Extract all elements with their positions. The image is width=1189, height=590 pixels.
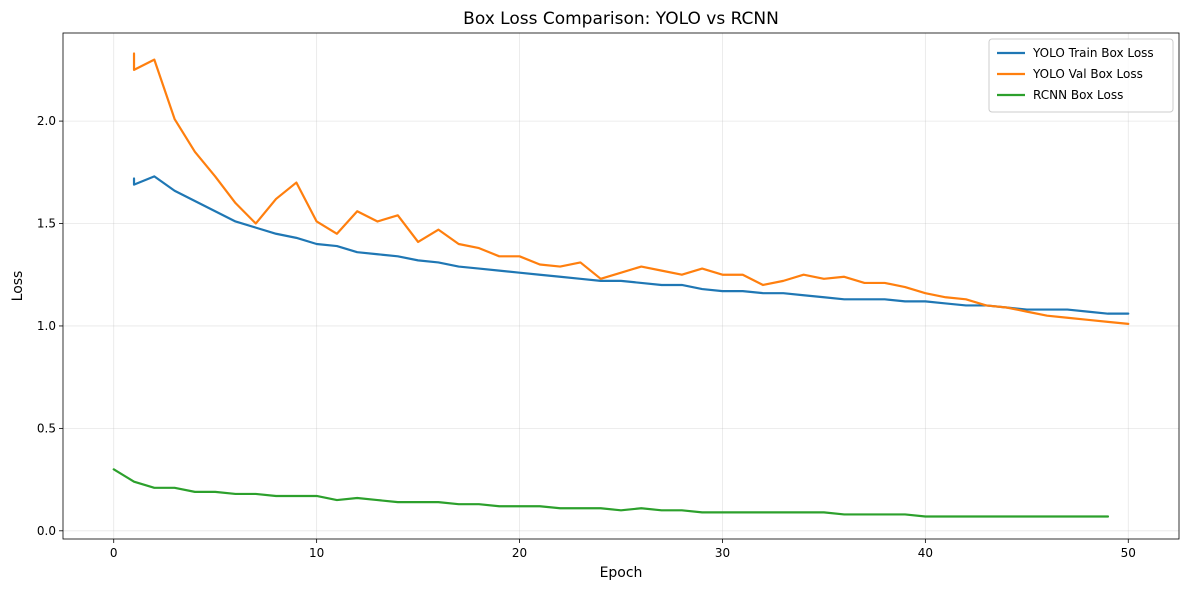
grid: [63, 33, 1179, 539]
x-axis: 0 10 20 30 40 50: [110, 539, 1136, 560]
y-tick-label: 1.5: [37, 217, 56, 231]
x-tick-label: 10: [309, 546, 324, 560]
x-tick-label: 0: [110, 546, 118, 560]
x-tick-label: 40: [918, 546, 933, 560]
x-axis-label: Epoch: [600, 565, 643, 581]
series-line-2: [132, 52, 1130, 325]
x-tick-label: 50: [1121, 546, 1136, 560]
y-axis-label: Loss: [10, 271, 26, 302]
y-tick-label: 2.0: [37, 114, 56, 128]
legend-box: [988, 38, 1174, 113]
legend: YOLO Train Box Loss YOLO Val Box Loss RCNN…: [988, 38, 1174, 113]
y-tick-label: 0.0: [37, 524, 56, 538]
y-axis: 0.0 0.5 1.0 1.5 2.0: [37, 114, 63, 538]
legend-label: YOLO Train Box Loss: [1032, 46, 1154, 60]
legend-label: YOLO Val Box Loss: [1032, 67, 1143, 81]
series-line-1: [132, 175, 1130, 315]
x-tick-label: 20: [512, 546, 527, 560]
series-layer: [112, 52, 1130, 518]
y-tick-label: 0.5: [37, 421, 56, 435]
plot-frame: [62, 32, 1180, 540]
y-tick-label: 1.0: [37, 319, 56, 333]
x-tick-label: 30: [715, 546, 730, 560]
legend-label: RCNN Box Loss: [1033, 88, 1123, 102]
series-line-3: [112, 468, 1110, 518]
chart-title: Box Loss Comparison: YOLO vs RCNN: [463, 9, 779, 29]
